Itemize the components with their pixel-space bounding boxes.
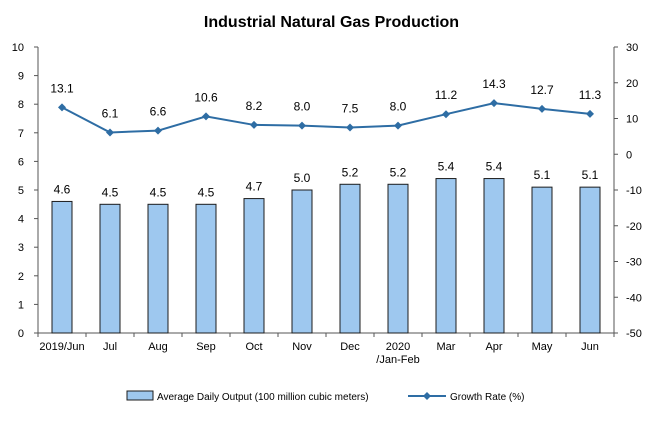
category-label: May — [532, 341, 553, 353]
right-tick-label: -50 — [626, 328, 642, 340]
bar-value-label: 5.1 — [534, 168, 551, 182]
line-value-label: 6.6 — [150, 105, 167, 119]
left-tick-label: 9 — [18, 71, 24, 83]
bar-value-label: 4.5 — [102, 185, 119, 199]
right-tick-label: 20 — [626, 78, 638, 90]
line-point — [586, 109, 594, 118]
line-value-label: 11.3 — [579, 88, 602, 102]
legend-line-label: Growth Rate (%) — [450, 392, 524, 403]
right-tick-label: 0 — [626, 149, 632, 161]
line-point — [538, 104, 546, 113]
line-value-label: 6.1 — [102, 106, 119, 120]
category-label: Nov — [292, 341, 312, 353]
bar-value-label: 4.6 — [54, 182, 71, 196]
right-tick-label: -10 — [626, 185, 642, 197]
right-tick-label: 10 — [626, 114, 638, 126]
bar-value-label: 4.5 — [198, 185, 215, 199]
left-tick-label: 3 — [18, 242, 24, 254]
bar-value-label: 4.7 — [246, 180, 263, 194]
category-label: Sep — [196, 341, 216, 353]
category-label: Apr — [485, 341, 502, 353]
bar — [243, 198, 265, 334]
right-tick-label: -30 — [626, 257, 642, 269]
category-label: /Jan-Feb — [376, 354, 419, 366]
line-value-label: 10.6 — [194, 90, 218, 104]
line-point — [250, 120, 258, 129]
line-value-label: 8.0 — [390, 100, 407, 114]
bar — [291, 189, 313, 334]
growth-rate-line — [61, 102, 591, 134]
bar-value-label: 5.2 — [390, 165, 407, 179]
left-tick-label: 1 — [18, 299, 24, 311]
line-value-label: 7.5 — [342, 101, 359, 115]
line-point — [298, 121, 306, 130]
legend-bar-label: Average Daily Output (100 million cubic … — [157, 392, 369, 403]
category-label: Aug — [148, 341, 168, 353]
bar-value-label: 4.5 — [150, 185, 167, 199]
line-value-label: 11.2 — [435, 88, 458, 102]
legend-line-marker — [423, 392, 431, 400]
right-tick-label: -40 — [626, 292, 642, 304]
line-value-label: 13.1 — [50, 81, 74, 95]
bar — [579, 186, 601, 334]
bar — [531, 186, 553, 334]
left-tick-label: 10 — [12, 42, 24, 54]
bar-value-label: 5.0 — [294, 171, 311, 185]
line-point — [394, 121, 402, 130]
bar — [99, 203, 121, 334]
left-tick-label: 7 — [18, 128, 24, 140]
left-tick-label: 8 — [18, 99, 24, 111]
bar — [195, 203, 217, 334]
category-label: Jun — [581, 341, 599, 353]
category-label: Mar — [437, 341, 456, 353]
left-tick-label: 6 — [18, 156, 24, 168]
bar — [339, 183, 361, 334]
right-tick-label: 30 — [626, 42, 638, 54]
line-point — [490, 99, 498, 108]
line-value-label: 8.2 — [246, 99, 263, 113]
chart-title: Industrial Natural Gas Production — [203, 14, 460, 31]
bar — [51, 200, 73, 334]
line-point — [202, 112, 210, 121]
category-label: Oct — [245, 341, 262, 353]
legend-bar-swatch — [126, 390, 154, 401]
bar — [483, 178, 505, 334]
left-tick-label: 0 — [18, 328, 24, 340]
line-point — [106, 128, 114, 137]
category-label: 2019/Jun — [39, 341, 84, 353]
line-point — [154, 126, 162, 135]
category-label: Dec — [340, 341, 360, 353]
line-point — [346, 123, 354, 132]
left-tick-label: 5 — [18, 185, 24, 197]
line-value-label: 12.7 — [530, 83, 554, 97]
bar-value-label: 5.4 — [486, 160, 503, 174]
left-tick-label: 4 — [18, 214, 24, 226]
bar — [387, 183, 409, 334]
line-point — [442, 110, 450, 119]
category-label: Jul — [103, 341, 117, 353]
category-label: 2020 — [386, 341, 410, 353]
line-value-label: 8.0 — [294, 100, 311, 114]
left-tick-label: 2 — [18, 271, 24, 283]
line-point — [58, 103, 66, 112]
right-tick-label: -20 — [626, 221, 642, 233]
bar-value-label: 5.1 — [582, 168, 599, 182]
bar-value-label: 5.2 — [342, 165, 359, 179]
bar — [147, 203, 169, 334]
bar — [435, 178, 457, 334]
line-value-label: 14.3 — [482, 77, 506, 91]
bar-value-label: 5.4 — [438, 160, 455, 174]
